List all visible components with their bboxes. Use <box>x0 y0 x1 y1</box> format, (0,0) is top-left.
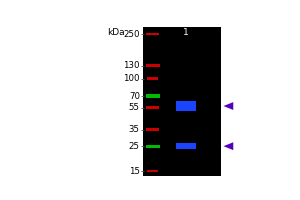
Polygon shape <box>224 102 233 110</box>
Polygon shape <box>224 142 233 150</box>
Text: 1: 1 <box>183 28 189 37</box>
Bar <box>147 170 158 172</box>
Bar <box>176 101 196 111</box>
Bar <box>146 33 159 35</box>
Bar <box>146 128 159 131</box>
Bar <box>146 145 160 148</box>
Bar <box>146 64 160 67</box>
Text: kDa: kDa <box>107 28 125 37</box>
Bar <box>147 77 158 80</box>
Text: 55: 55 <box>129 103 140 112</box>
Text: 25: 25 <box>129 142 140 151</box>
Bar <box>146 106 159 109</box>
Bar <box>146 94 160 98</box>
Bar <box>143 27 221 176</box>
Text: 250: 250 <box>123 30 140 39</box>
Text: 15: 15 <box>129 167 140 176</box>
Text: 100: 100 <box>123 74 140 83</box>
Text: 70: 70 <box>129 92 140 101</box>
Bar <box>176 143 196 149</box>
Text: 35: 35 <box>129 125 140 134</box>
Text: 130: 130 <box>123 61 140 70</box>
